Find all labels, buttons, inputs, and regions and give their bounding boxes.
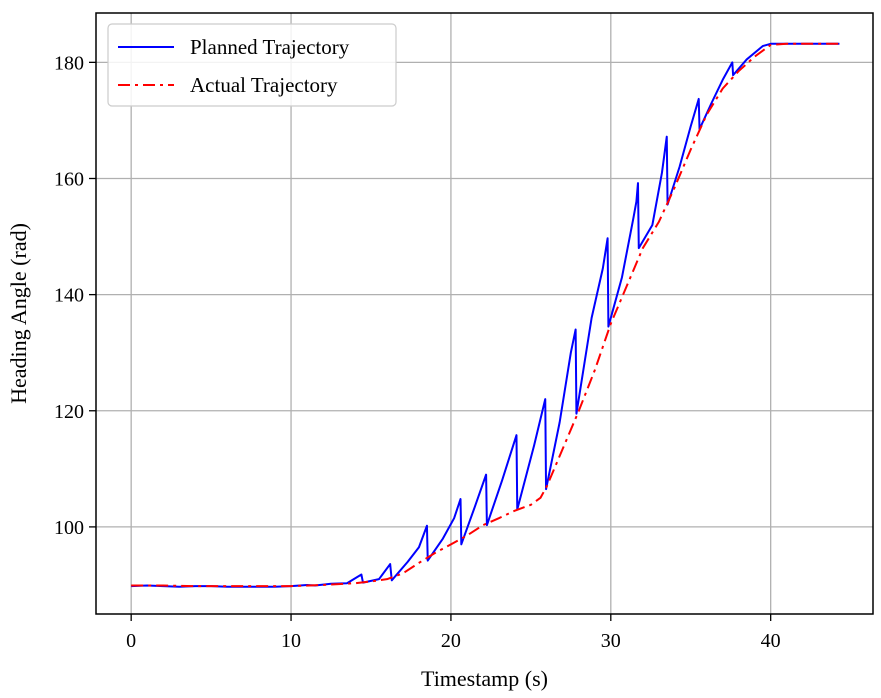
series-lines xyxy=(131,42,840,588)
x-tick-label: 20 xyxy=(441,630,461,652)
legend-label: Actual Trajectory xyxy=(190,73,338,97)
legend-box xyxy=(107,23,397,107)
x-tick-label: 10 xyxy=(281,630,301,652)
series-line-planned xyxy=(131,42,840,588)
legend: Planned Trajectory Actual Trajectory xyxy=(107,23,397,107)
x-axis-label: Timestamp (s) xyxy=(421,666,548,691)
y-tick-label: 180 xyxy=(54,52,84,74)
y-tick-label: 120 xyxy=(54,401,84,423)
x-axis-ticks: 0 10 20 30 40 xyxy=(126,614,781,652)
x-tick-label: 30 xyxy=(601,630,621,652)
x-tick-label: 0 xyxy=(126,630,136,652)
legend-label: Planned Trajectory xyxy=(190,35,350,59)
y-axis-ticks: 100 120 140 160 180 xyxy=(54,52,96,539)
x-tick-label: 40 xyxy=(761,630,781,652)
series-line-actual xyxy=(131,42,840,588)
y-axis-label: Heading Angle (rad) xyxy=(6,223,31,404)
y-tick-label: 160 xyxy=(54,168,84,190)
plot-frame xyxy=(95,12,874,615)
y-tick-label: 100 xyxy=(54,517,84,539)
y-tick-label: 140 xyxy=(54,285,84,307)
